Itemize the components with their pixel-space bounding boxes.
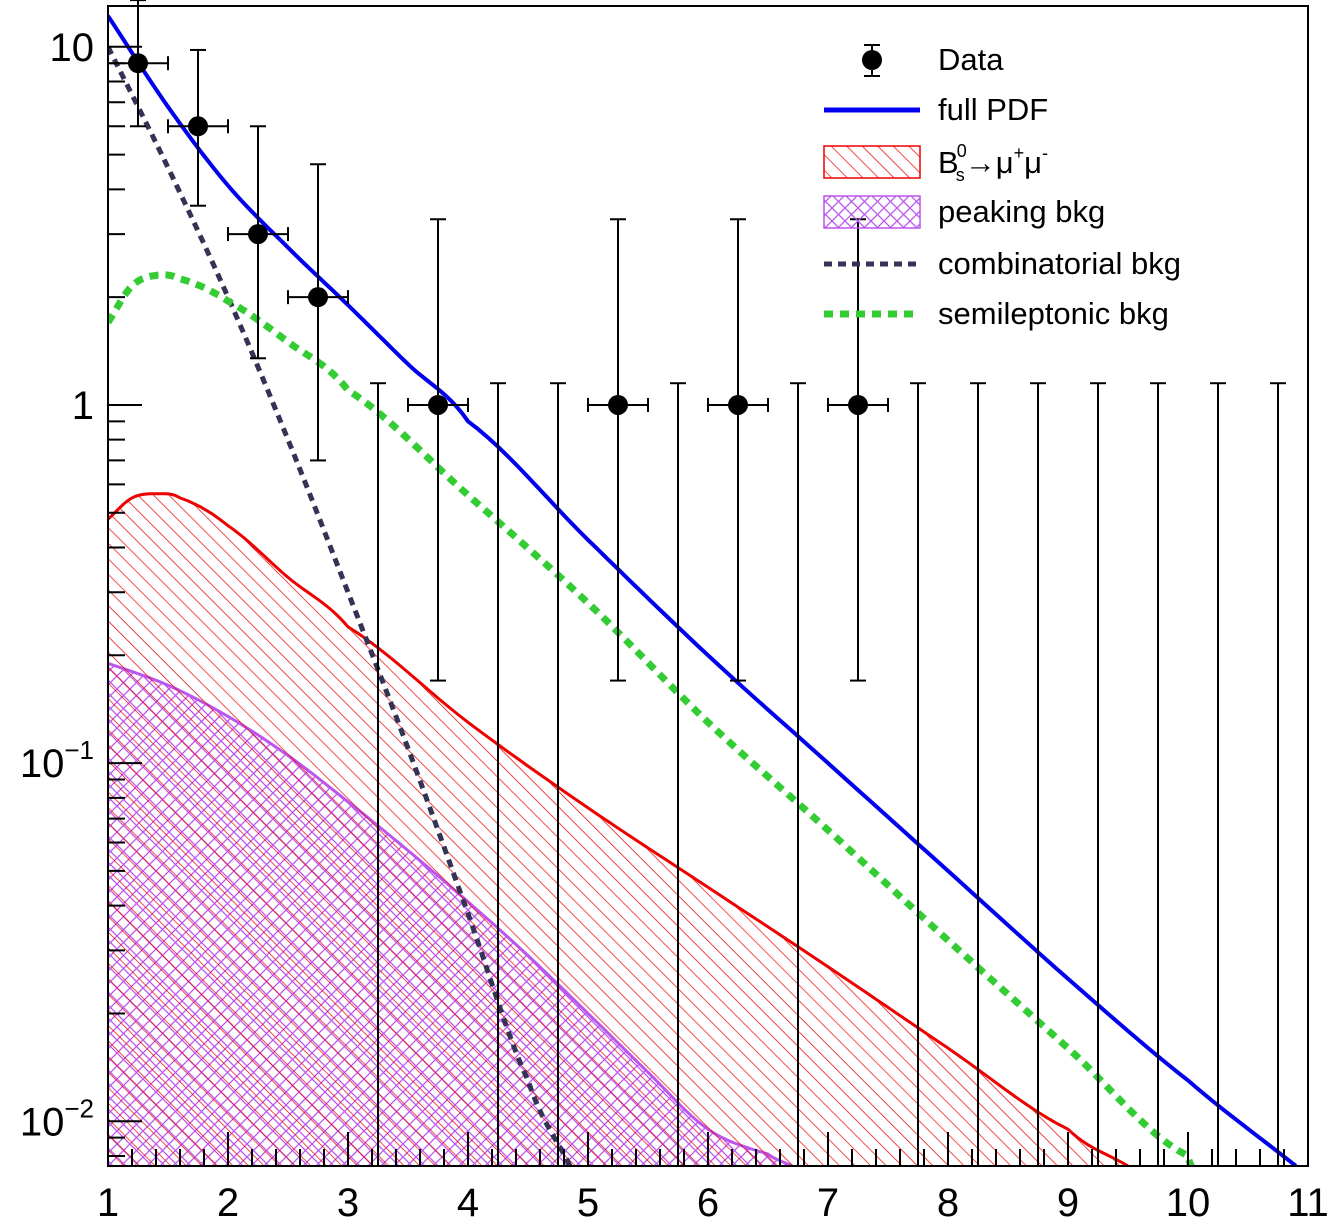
legend-data-label: Data <box>938 42 1004 77</box>
legend-data-marker <box>862 44 882 77</box>
curves <box>108 14 1298 1166</box>
data-point-marker <box>188 116 208 137</box>
signal-line <box>108 492 1129 1166</box>
data-point <box>107 0 169 128</box>
x-tick-label: 8 <box>937 1181 959 1225</box>
data-point <box>227 125 289 360</box>
x-tick-label: 6 <box>697 1181 719 1225</box>
legend-signal-swatch <box>823 145 921 179</box>
data-point-marker <box>308 287 328 308</box>
legend-peaking-swatch <box>823 195 921 229</box>
x-tick-label: 7 <box>817 1181 839 1225</box>
y-tick-label: 1 <box>72 384 94 428</box>
data-point-marker <box>848 394 868 415</box>
semileptonic-bkg-line <box>108 271 1202 1166</box>
full-pdf-line <box>108 14 1298 1166</box>
data-point-marker <box>728 394 748 415</box>
x-tick-label: 9 <box>1057 1181 1079 1225</box>
x-tick-label: 5 <box>577 1181 599 1225</box>
y-tick-label: 10−2 <box>20 1093 94 1144</box>
legend: Data full PDF B0 s→μ+μ- peaking bkg combi… <box>823 42 1181 331</box>
data-point <box>287 163 349 462</box>
data-point <box>167 48 229 207</box>
x-tick-label: 3 <box>337 1181 359 1225</box>
data-point <box>827 218 889 682</box>
legend-peaking-label: peaking bkg <box>938 194 1105 229</box>
y-tick-label: 10−1 <box>20 735 94 786</box>
x-tick-label: 10 <box>1166 1181 1211 1225</box>
legend-combinatorial-label: combinatorial bkg <box>938 246 1181 281</box>
data-point-marker <box>128 53 148 74</box>
data-point-marker <box>428 394 448 415</box>
data-point <box>707 218 769 682</box>
data-point-marker <box>248 224 268 245</box>
data-points <box>107 0 1286 1166</box>
axes: 1 2 3 4 5 6 7 8 9 10 11 10−2 10−1 1 10 <box>20 5 1329 1225</box>
y-tick-label: 10 <box>50 26 95 70</box>
x-tick-label: 4 <box>457 1181 479 1225</box>
x-tick-label: 1 <box>97 1181 119 1225</box>
data-point <box>407 218 469 682</box>
data-point <box>587 218 649 682</box>
x-tick-label: 11 <box>1287 1181 1329 1225</box>
legend-full-pdf-label: full PDF <box>938 92 1048 127</box>
legend-signal-label: B0 s→μ+μ- <box>938 141 1048 185</box>
data-point-marker <box>608 394 628 415</box>
legend-semileptonic-label: semileptonic bkg <box>938 296 1169 331</box>
x-tick-label: 2 <box>217 1181 239 1225</box>
